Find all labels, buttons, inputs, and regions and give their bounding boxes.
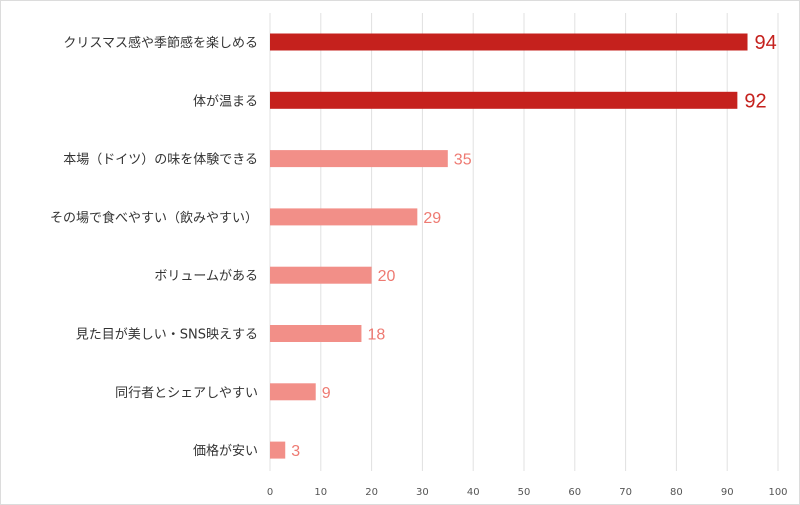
category-label: 同行者とシェアしやすい (115, 386, 258, 401)
bar (270, 91, 738, 109)
data-label: 18 (367, 327, 385, 344)
category-label: クリスマス感や季節感を楽しめる (63, 35, 258, 51)
bar (270, 208, 418, 226)
category-label: 体が温まる (193, 94, 258, 109)
data-label: 3 (291, 443, 300, 460)
bar (270, 383, 316, 401)
data-label: 9 (322, 385, 331, 402)
x-tick-label: 80 (670, 487, 683, 498)
category-labels: クリスマス感や季節感を楽しめる体が温まる本場（ドイツ）の味を体験できるその場で食… (50, 35, 258, 459)
x-tick-label: 20 (365, 487, 378, 498)
data-label: 94 (755, 32, 777, 54)
x-tick-label: 70 (619, 487, 632, 498)
bar (270, 325, 362, 342)
gridlines (269, 13, 779, 471)
x-tick-label: 10 (314, 487, 327, 498)
bar (270, 150, 448, 168)
data-labels: 94 92 35 29 20 18 9 3 (291, 32, 777, 460)
category-label: 本場（ドイツ）の味を体験できる (63, 153, 258, 168)
bar (270, 33, 748, 51)
data-label: 20 (378, 268, 396, 285)
bar (270, 266, 372, 284)
data-label: 29 (423, 210, 441, 227)
bar (270, 441, 286, 459)
data-label: 92 (744, 90, 766, 112)
x-tick-label: 100 (768, 487, 787, 498)
x-tick-label: 50 (518, 487, 531, 498)
x-tick-label: 90 (721, 487, 734, 498)
x-tick-label: 40 (467, 487, 480, 498)
data-label: 35 (454, 152, 472, 169)
category-label: ボリュームがある (154, 269, 258, 284)
x-axis-ticks: 0 10 20 30 40 50 60 70 80 90 100 (267, 487, 788, 498)
x-tick-label: 60 (568, 487, 581, 498)
x-tick-label: 30 (416, 487, 429, 498)
bars (270, 33, 748, 459)
x-tick-label: 0 (267, 487, 273, 498)
category-label: 見た目が美しい・SNS映えする (76, 328, 258, 343)
category-label: 価格が安い (193, 443, 258, 459)
category-label: その場で食べやすい（飲みやすい） (50, 210, 258, 226)
